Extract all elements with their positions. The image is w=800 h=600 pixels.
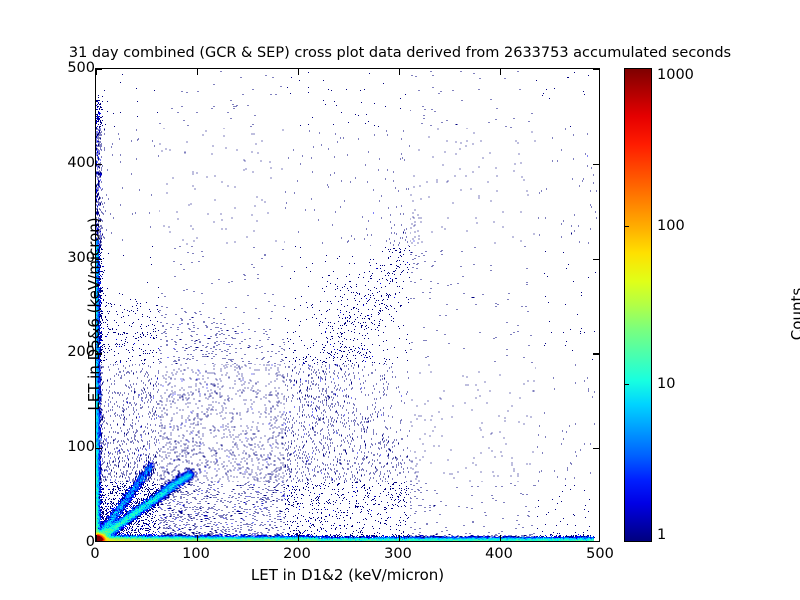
x-tick-400 [500, 535, 502, 541]
y-tick-400 [593, 163, 599, 166]
y-tick-500 [96, 69, 102, 71]
plot-axes [95, 68, 600, 542]
colorbar [624, 68, 652, 542]
y-tick-300 [593, 258, 599, 260]
y-tick-100 [593, 448, 599, 450]
colorbar-label-1: 1 [657, 527, 667, 543]
colorbar-tick-10 [624, 384, 629, 386]
scatter-density-layer [96, 69, 599, 541]
y-tick-500 [593, 69, 599, 71]
x-tick-100 [197, 69, 199, 75]
x-tick-300 [399, 69, 401, 75]
y-tick-200 [593, 353, 599, 355]
x-tick-200 [298, 69, 300, 75]
x-axis-title: LET in D1&2 (keV/micron) [250, 566, 445, 584]
y-tick-label-100: 100 [67, 439, 95, 456]
x-tick-label-300: 300 [384, 546, 412, 562]
y-tick-label-300: 300 [67, 249, 95, 266]
x-tick-label-100: 100 [182, 546, 210, 562]
colorbar-tick-100 [624, 226, 629, 228]
x-tick-300 [399, 535, 401, 541]
x-tick-0 [96, 535, 98, 541]
y-tick-label-0: 0 [85, 534, 95, 550]
y-axis-title: LET in D5&6 (keV/micron) [85, 217, 103, 411]
x-tick-0 [96, 69, 98, 75]
y-tick-300 [96, 258, 102, 260]
colorbar-label-10: 10 [657, 376, 676, 392]
x-tick-label-500: 500 [586, 546, 614, 562]
cross-plot-data [96, 69, 599, 541]
title-line-1: 31 day combined (GCR & SEP) cross plot d… [68, 45, 732, 61]
x-tick-100 [197, 535, 199, 541]
y-tick-label-400: 400 [67, 154, 95, 171]
y-tick-label-500: 500 [67, 60, 95, 76]
y-tick-label-200: 200 [67, 344, 95, 361]
y-tick-100 [96, 448, 102, 450]
colorbar-label-100: 100 [657, 218, 685, 234]
colorbar-label-1000: 1000 [657, 67, 694, 83]
x-tick-label-400: 400 [485, 546, 513, 562]
x-tick-label-0: 0 [90, 546, 100, 562]
colorbar-title: Counts [788, 287, 800, 341]
y-tick-400 [96, 163, 102, 166]
x-tick-label-200: 200 [283, 546, 311, 562]
x-tick-400 [500, 69, 502, 75]
y-tick-200 [96, 353, 102, 355]
x-tick-200 [298, 535, 300, 541]
